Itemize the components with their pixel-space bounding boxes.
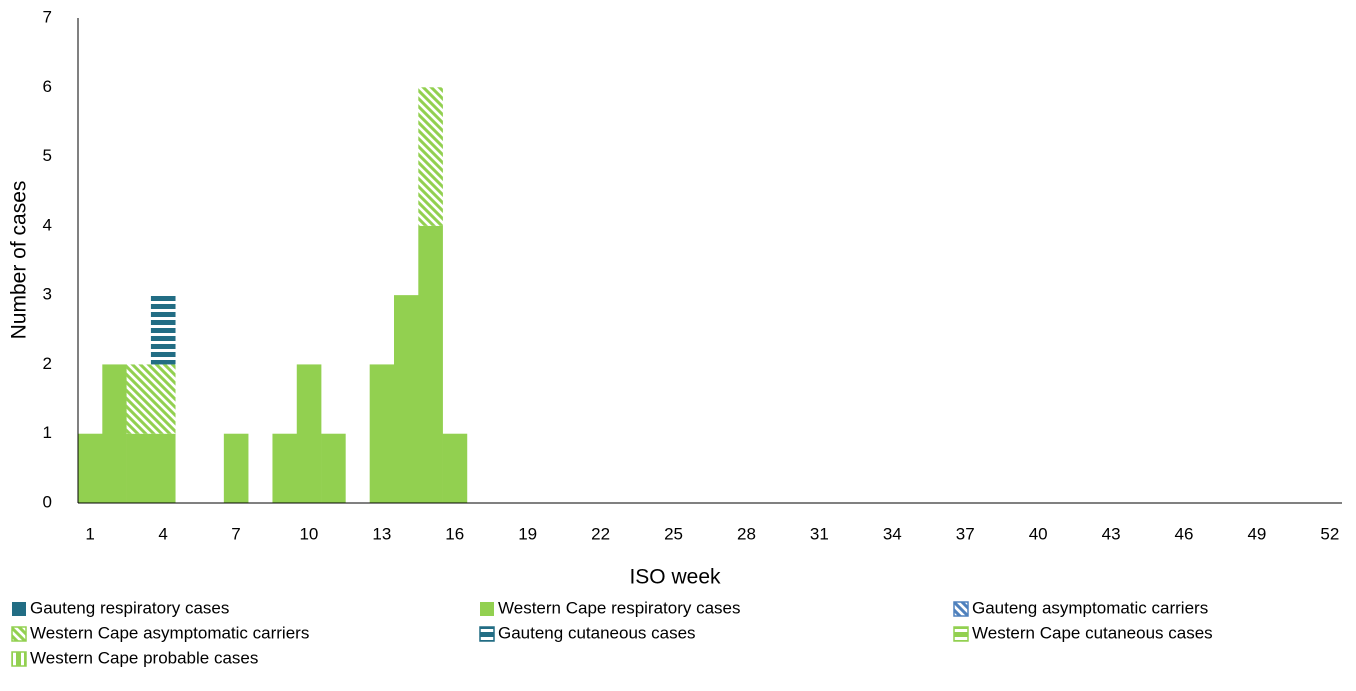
y-tick-label: 5 — [43, 146, 52, 165]
x-tick-label: 16 — [445, 524, 464, 543]
x-tick-label: 49 — [1247, 524, 1266, 543]
bar-segment — [126, 364, 152, 434]
x-tick-label: 46 — [1175, 524, 1194, 543]
x-tick-label: 37 — [956, 524, 975, 543]
bar-segment — [78, 433, 103, 503]
bar-segment — [296, 364, 322, 503]
bar-segment — [394, 295, 419, 503]
bar-segment — [418, 87, 443, 226]
legend-label: Western Cape respiratory cases — [498, 598, 741, 617]
x-tick-label: 4 — [158, 524, 167, 543]
y-tick-label: 6 — [43, 77, 52, 96]
bar-segment — [150, 433, 176, 503]
x-tick-label: 1 — [85, 524, 94, 543]
legend-swatch — [480, 602, 494, 616]
legend-label: Western Cape probable cases — [30, 648, 258, 667]
x-tick-label: 25 — [664, 524, 683, 543]
x-tick-label: 10 — [299, 524, 318, 543]
y-tick-label: 3 — [43, 285, 52, 304]
x-tick-label: 52 — [1320, 524, 1339, 543]
x-tick-label: 7 — [231, 524, 240, 543]
plot-area — [78, 87, 468, 503]
x-tick-label: 13 — [372, 524, 391, 543]
legend-swatch — [953, 626, 969, 642]
legend-swatch — [11, 651, 27, 667]
bar-segment — [369, 364, 395, 503]
y-tick-label: 4 — [43, 215, 52, 234]
legend-swatch — [12, 602, 26, 616]
x-tick-label: 34 — [883, 524, 902, 543]
x-tick-label: 31 — [810, 524, 829, 543]
legend-label: Gauteng cutaneous cases — [498, 623, 696, 642]
x-tick-label: 40 — [1029, 524, 1048, 543]
bar-segment — [418, 225, 443, 503]
bar-segment — [272, 433, 298, 503]
bar-segment — [321, 433, 346, 503]
y-tick-label: 7 — [43, 7, 52, 26]
bar-segment — [150, 364, 176, 434]
y-tick-label: 0 — [43, 492, 52, 511]
bar-segment — [102, 364, 127, 503]
y-axis-title: Number of cases — [8, 181, 31, 340]
legend-label: Western Cape asymptomatic carriers — [30, 623, 309, 642]
y-tick-label: 1 — [43, 423, 52, 442]
x-tick-label: 19 — [518, 524, 537, 543]
legend-label: Gauteng respiratory cases — [30, 598, 229, 617]
x-axis-title: ISO week — [629, 566, 721, 589]
legend-label: Gauteng asymptomatic carriers — [972, 598, 1208, 617]
y-tick-label: 2 — [43, 354, 52, 373]
bar-segment — [126, 433, 152, 503]
x-tick-label: 28 — [737, 524, 756, 543]
legend-swatch — [479, 626, 495, 642]
bar-segment — [150, 295, 176, 365]
x-tick-label: 22 — [591, 524, 610, 543]
bar-segment — [442, 433, 468, 503]
legend-label: Western Cape cutaneous cases — [972, 623, 1213, 642]
legend-swatch — [953, 601, 969, 617]
x-tick-label: 43 — [1102, 524, 1121, 543]
bar-segment — [223, 433, 249, 503]
legend-swatch — [11, 626, 27, 642]
